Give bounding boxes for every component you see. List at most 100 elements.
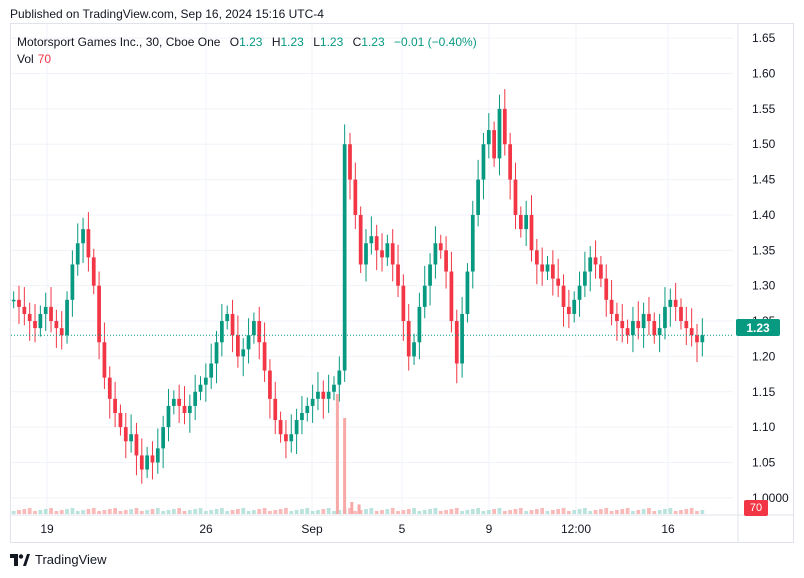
- volume-bar: [348, 508, 352, 514]
- volume-bar: [220, 508, 224, 514]
- volume-bar: [524, 511, 529, 514]
- candle-body: [657, 328, 662, 336]
- candle-body: [134, 434, 139, 456]
- y-tick-label: 1.50: [752, 137, 776, 151]
- candle-body: [369, 236, 374, 244]
- volume-bar: [203, 511, 208, 514]
- volume-bar: [497, 508, 502, 514]
- volume-bar: [316, 510, 320, 514]
- candle-body: [257, 321, 262, 343]
- candle-body: [604, 278, 609, 300]
- low-label: L: [313, 35, 320, 49]
- candle-body: [588, 257, 593, 272]
- candle-body: [262, 342, 267, 371]
- candle-body: [22, 306, 27, 314]
- candle-body: [561, 285, 566, 307]
- candle-body: [679, 306, 683, 322]
- volume-bar: [689, 508, 694, 514]
- volume-bar: [599, 509, 603, 514]
- candle-body: [38, 313, 43, 329]
- candle-body: [102, 342, 107, 378]
- volume-bar: [38, 510, 43, 514]
- volume-bar: [129, 509, 133, 514]
- volume-bar: [22, 509, 27, 514]
- volume-bar: [604, 508, 609, 514]
- candle-body: [406, 321, 411, 357]
- candle-body: [689, 328, 694, 336]
- candle-body: [326, 391, 331, 399]
- volume-bar: [631, 511, 635, 514]
- candle-body: [97, 285, 101, 343]
- volume-label: Vol: [17, 52, 34, 66]
- candle-body: [182, 405, 187, 413]
- candle-body: [524, 214, 529, 230]
- volume-bar: [502, 511, 507, 514]
- candle-body: [620, 321, 625, 329]
- volume-bar: [374, 511, 379, 514]
- candle-body: [305, 405, 310, 413]
- candle-body: [129, 434, 133, 442]
- candle-body: [342, 144, 347, 371]
- volume-bar: [620, 509, 625, 514]
- volume-bar: [577, 509, 582, 514]
- candle-body: [316, 391, 320, 399]
- candle-body: [663, 306, 667, 329]
- volume-bar: [583, 508, 587, 514]
- volume-spike: [350, 502, 354, 514]
- volume-bar: [470, 509, 475, 514]
- volume-bar: [187, 510, 192, 514]
- candle-body: [641, 313, 646, 329]
- x-tick-label: 9: [486, 522, 493, 536]
- volume-bar: [257, 509, 262, 514]
- y-tick-label: 1.40: [752, 208, 776, 222]
- volume-bar: [369, 508, 374, 514]
- volume-bar: [657, 510, 662, 514]
- volume-bar: [305, 508, 310, 514]
- y-tick-label: 1.20: [752, 349, 776, 363]
- volume-bar: [668, 508, 673, 514]
- y-tick-label: 1.60: [752, 67, 776, 81]
- volume-bar: [75, 511, 80, 514]
- candle-body: [65, 299, 69, 336]
- volume-bar: [412, 508, 416, 514]
- candle-body: [289, 434, 294, 442]
- candle-body: [353, 179, 358, 215]
- candle-body: [401, 285, 406, 322]
- candle-body: [118, 412, 123, 428]
- volume-bar: [679, 510, 683, 514]
- footer-brand[interactable]: TradingView: [10, 552, 107, 567]
- candle-body: [236, 335, 240, 357]
- volume-bar: [433, 508, 438, 514]
- candle-body: [540, 264, 545, 272]
- candle-body: [364, 243, 368, 265]
- y-tick-label: 1.35: [752, 243, 776, 257]
- chart-frame: [10, 23, 794, 543]
- candle-body: [33, 321, 37, 329]
- volume-bar: [209, 510, 214, 514]
- x-tick-label: 16: [661, 522, 675, 536]
- candle-body: [502, 108, 507, 145]
- candle-body: [187, 405, 192, 413]
- candle-body: [433, 243, 438, 265]
- candle-body: [166, 405, 171, 428]
- volume-bar: [652, 511, 657, 514]
- volume-bar: [380, 510, 384, 514]
- volume-bar: [641, 509, 646, 514]
- candle-body: [358, 214, 363, 265]
- symbol-name: Motorsport Games Inc., 30, Cboe One: [17, 35, 221, 49]
- volume-bar: [70, 508, 75, 514]
- candle-body: [412, 342, 416, 357]
- volume-bar: [33, 511, 37, 514]
- candle-body: [428, 264, 432, 286]
- volume-bar: [508, 510, 513, 514]
- y-tick-label: 1.30: [752, 279, 776, 293]
- volume-bar: [284, 508, 288, 514]
- candle-body: [513, 179, 518, 215]
- volume-bar: [700, 510, 705, 514]
- volume-bar: [625, 508, 630, 514]
- volume-bar: [278, 509, 283, 514]
- volume-bar: [449, 509, 454, 514]
- volume-bar: [310, 511, 315, 514]
- volume-bar: [113, 508, 117, 514]
